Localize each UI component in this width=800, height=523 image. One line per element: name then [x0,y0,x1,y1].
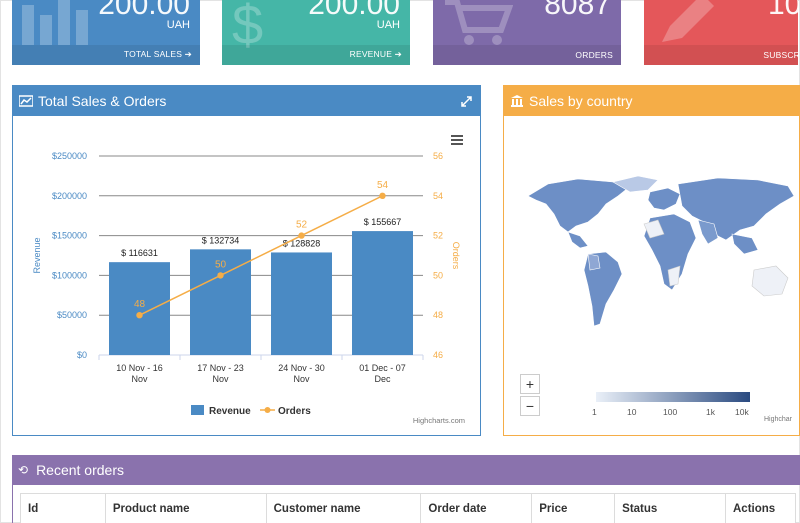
orders-point [298,232,305,239]
y-axis-title: Revenue [32,237,42,273]
x-tick-label: 01 Dec - 07 [359,363,406,373]
chart-credit: Highcharts.com [413,416,465,425]
column-header-customer[interactable]: Customer name [265,493,422,523]
cart-icon [445,0,513,45]
y-tick-label: $100000 [52,270,87,280]
tile-label[interactable]: ORDERS [575,50,613,60]
legend-swatch-revenue [191,405,204,415]
orders-line [139,195,383,316]
orders-table: Id Product name Customer name Order date… [20,493,796,523]
bar-data-label: $ 132734 [202,235,240,245]
line-data-label: 50 [215,259,227,270]
bar-data-label: $ 116631 [121,248,158,258]
tile-footer [433,45,621,65]
tile-label[interactable]: SUBSCR [763,50,798,60]
y-tick-label: $50000 [57,310,87,320]
history-icon: ⟲ [18,463,29,477]
zoom-in-button[interactable]: + [520,374,540,394]
y2-tick-label: 54 [433,191,443,201]
x-tick-label: Nov [212,374,229,384]
recent-orders-header: ⟲ Recent orders [12,455,800,485]
column-header-product[interactable]: Product name [104,493,267,523]
x-tick-label: Nov [131,374,148,384]
bank-icon [511,95,523,107]
x-tick-label: Dec [374,374,391,384]
orders-point [217,272,224,279]
column-header-price[interactable]: Price [531,493,616,523]
pencil-icon [662,0,714,42]
line-data-label: 54 [377,180,389,191]
dollar-icon: $ [232,0,264,56]
bar-data-label: $ 155667 [364,217,402,227]
tile-value: 100 [767,0,798,21]
bar-data-label: $ 128828 [283,238,321,248]
tile-label[interactable]: TOTAL SALES ➔ [123,49,192,59]
panel-header: Sales by country [504,86,799,116]
tile-footer [644,45,798,65]
revenue-bar [109,262,170,355]
panel-title: Total Sales & Orders [38,93,167,109]
total-sales-tile[interactable]: 200.00 UAH TOTAL SALES ➔ [12,0,200,65]
sales-orders-panel: Total Sales & Orders $0 $50000 $100000 $150… [12,85,481,436]
legend-marker-orders [264,407,271,413]
orders-point [136,312,143,319]
tile-value: 200.00 [308,0,400,21]
panel-title: Sales by country [529,93,633,109]
y-tick-label: $0 [77,350,87,360]
x-tick-label: Nov [293,374,310,384]
column-header-date[interactable]: Order date [420,493,533,523]
chart-icon [19,95,33,107]
expand-icon[interactable] [461,96,472,107]
y-tick-label: $250000 [52,151,87,161]
legend-label-revenue: Revenue [209,406,251,417]
x-tick-label: 17 Nov - 23 [197,363,244,373]
line-data-label: 52 [296,220,308,231]
color-scale-legend [596,392,750,402]
tile-footer [222,45,410,65]
y-tick-label: $200000 [52,191,87,201]
y2-tick-label: 48 [433,310,443,320]
bar-chart-icon [22,0,88,45]
tile-unit: UAH [376,19,400,31]
panel-title: Recent orders [36,462,124,478]
x-tick-label: 10 Nov - 16 [116,363,163,373]
arrow-circle-icon: ➔ [184,49,192,59]
tile-unit: UAH [166,19,190,31]
sales-orders-chart: $0 $50000 $100000 $150000 $200000 $250000 46 48… [32,151,465,425]
column-header-id[interactable]: Id [20,493,106,523]
tile-footer [12,45,200,65]
world-map[interactable] [518,174,798,344]
y2-tick-label: 56 [433,151,443,161]
y2-tick-label: 50 [433,270,443,280]
revenue-bar [271,252,332,355]
tile-label[interactable]: REVENUE ➔ [349,49,402,59]
arrow-circle-icon: ➔ [394,49,402,59]
zoom-out-button[interactable]: − [520,396,540,416]
chart-menu-icon[interactable] [451,133,463,147]
revenue-bar [352,231,413,355]
orders-point [379,192,386,199]
column-header-actions[interactable]: Actions [725,493,796,523]
tile-value: 200.00 [98,0,190,21]
orders-tile[interactable]: 8087 ORDERS [433,0,621,65]
line-data-label: 48 [134,299,146,310]
y-tick-label: $150000 [52,231,87,241]
recent-orders-body [12,485,800,523]
revenue-tile[interactable]: $ 200.00 UAH REVENUE ➔ [222,0,410,65]
tile-value: 8087 [544,0,611,21]
legend-label-orders: Orders [278,406,311,417]
y2-tick-label: 46 [433,350,443,360]
y2-axis-title: Orders [451,242,461,270]
column-header-status[interactable]: Status [614,493,726,523]
revenue-bar [190,249,251,355]
panel-header: Total Sales & Orders [13,86,480,116]
sales-country-panel: Sales by country + − 1 10 100 1k 10k Hig… [503,85,800,436]
y2-tick-label: 52 [433,231,443,241]
map-credit[interactable]: Highchar [764,416,793,423]
x-tick-label: 24 Nov - 30 [278,363,325,373]
subscriptions-tile[interactable]: 100 SUBSCR [644,0,798,65]
